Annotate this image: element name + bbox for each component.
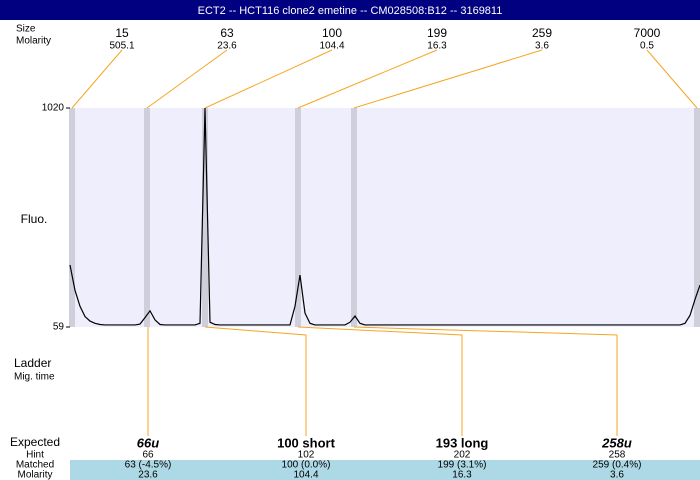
y-tick-label: 1020 [42, 103, 65, 114]
window-title: ECT2 -- HCT116 clone2 emetine -- CM02850… [198, 5, 503, 17]
ladder-size: 100 [322, 26, 342, 40]
ladder-marker [202, 108, 208, 327]
hint-cell: 102 [298, 450, 315, 461]
leader-line [646, 49, 698, 109]
molarity-cell: 3.6 [610, 470, 624, 480]
title-bar [0, 0, 700, 20]
ladder-marker [144, 108, 150, 327]
leader-line [146, 49, 228, 109]
trace [69, 107, 700, 326]
molarity-cell: 16.3 [452, 470, 472, 480]
expected-cell: 100 short [277, 435, 335, 450]
ladder-molarity: 16.3 [427, 41, 447, 52]
ladder-molarity: 3.6 [535, 41, 549, 52]
matched-band [70, 460, 700, 480]
matched-cell: 63 (-4.5%) [125, 460, 172, 471]
leader-line [204, 326, 307, 436]
ladder-label: Ladder [14, 356, 51, 370]
leader-line [297, 326, 463, 436]
expected-cell: 193 long [436, 435, 489, 450]
y-tick-label: 59 [53, 322, 65, 333]
matched-cell: 199 (3.1%) [438, 460, 487, 471]
molarity-label: Molarity [16, 36, 51, 47]
molarity-cell: 104.4 [293, 470, 318, 480]
hint-cell: 202 [454, 450, 471, 461]
ladder-molarity: 104.4 [319, 41, 344, 52]
leader-line [353, 49, 543, 109]
size-label: Size [16, 24, 36, 35]
ladder-marker [295, 108, 301, 327]
leader-line [297, 49, 438, 109]
ladder-molarity: 23.6 [217, 41, 237, 52]
expected-cell: 66u [137, 435, 159, 450]
leader-line [204, 49, 333, 109]
y-axis-label: Fluo. [21, 212, 48, 226]
ladder-size: 199 [427, 26, 447, 40]
molarity-cell: 23.6 [138, 470, 158, 480]
ladder-molarity: 505.1 [109, 41, 134, 52]
ladder-size: 15 [115, 26, 129, 40]
matched-cell: 100 (0.0%) [282, 460, 331, 471]
row-label: Hint [26, 450, 44, 461]
ladder-size: 7000 [634, 26, 661, 40]
ladder-marker [69, 108, 75, 327]
row-label: Expected [10, 435, 60, 449]
plot-area [70, 108, 700, 327]
row-label: Molarity [17, 470, 52, 480]
mig-time-label: Mig. time [14, 372, 55, 383]
leader-line [71, 49, 123, 109]
matched-cell: 259 (0.4%) [593, 460, 642, 471]
ladder-molarity: 0.5 [640, 41, 654, 52]
ladder-marker [351, 108, 357, 327]
hint-cell: 258 [609, 450, 626, 461]
row-label: Matched [16, 460, 54, 471]
expected-cell: 258u [601, 435, 632, 450]
ladder-size: 63 [220, 26, 234, 40]
ladder-marker [694, 108, 700, 327]
ladder-size: 259 [532, 26, 552, 40]
hint-cell: 66 [142, 450, 154, 461]
leader-line [353, 326, 618, 436]
